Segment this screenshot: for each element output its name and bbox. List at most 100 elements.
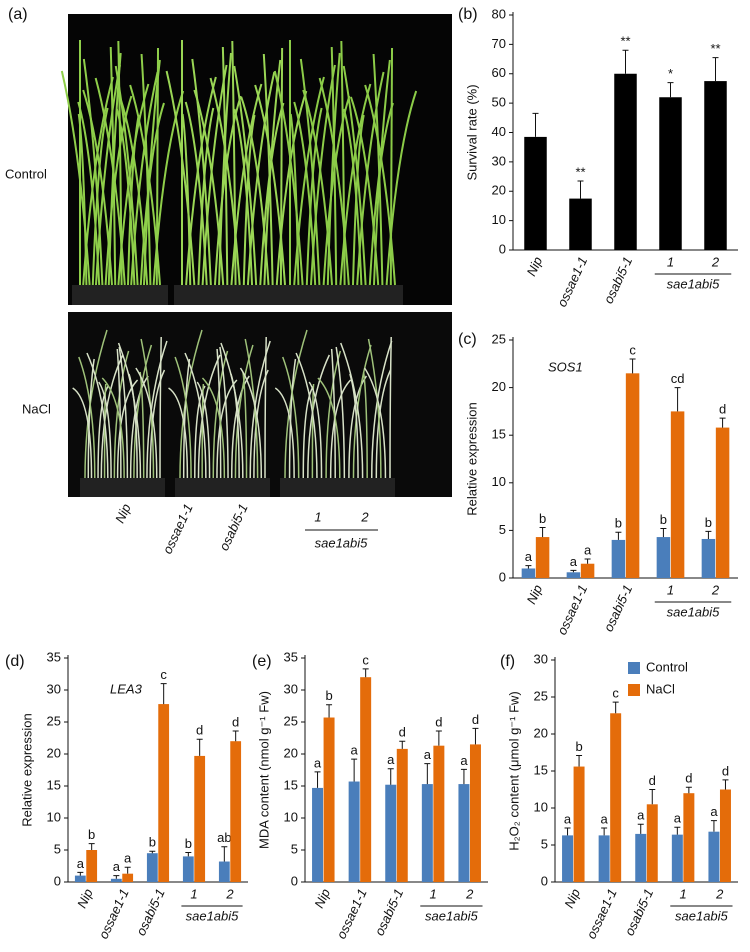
leaf: [184, 352, 207, 479]
leaf: [363, 367, 387, 479]
significance-label: a: [387, 752, 395, 767]
significance-label: b: [88, 827, 95, 842]
y-tick-label: 5: [291, 841, 298, 856]
leaf: [181, 113, 192, 286]
leaf: [279, 47, 284, 286]
leaf: [318, 77, 350, 286]
leaf: [367, 338, 382, 479]
leaf: [216, 348, 222, 479]
leaf: [254, 84, 286, 286]
leaf: [219, 346, 229, 479]
y-tick-label: 10: [492, 212, 506, 227]
leaf: [77, 113, 88, 286]
leaf: [233, 65, 258, 286]
leaf: [284, 329, 308, 479]
bar: [122, 873, 134, 882]
legend-swatch: [628, 684, 640, 696]
group-label: sae1abi5: [667, 604, 721, 619]
error-bar: [185, 852, 192, 857]
y-tick-label: 0: [541, 873, 548, 888]
error-bar: [584, 558, 591, 564]
bar: [701, 538, 716, 578]
y-tick-label: 25: [492, 331, 506, 346]
y-tick-label: 10: [534, 799, 548, 814]
bar: [656, 537, 671, 578]
error-bar: [124, 866, 131, 874]
leaf: [201, 377, 226, 479]
y-tick-label: 0: [499, 241, 506, 256]
bar: [194, 755, 206, 882]
leaf: [78, 356, 96, 479]
panel-label: (e): [252, 653, 272, 670]
leaf: [209, 77, 241, 286]
group-label: sae1abi5: [186, 908, 240, 923]
significance-label: **: [710, 41, 720, 56]
leaf: [335, 346, 346, 479]
leaf: [103, 383, 107, 479]
x-tick-label: osabi5-1: [601, 254, 636, 306]
leaf: [115, 108, 136, 286]
leaf: [288, 358, 297, 479]
error-bar: [685, 786, 692, 794]
bar: [146, 853, 158, 882]
significance-label: *: [668, 66, 673, 81]
significance-label: d: [232, 714, 239, 729]
significance-label: b: [615, 516, 622, 531]
error-bar: [601, 827, 608, 836]
bar: [158, 704, 170, 882]
leaf: [114, 65, 139, 286]
leaf: [182, 358, 191, 479]
significance-label: a: [314, 755, 322, 770]
leaf: [82, 89, 113, 286]
x-tick-label: Nip: [311, 886, 333, 910]
y-tick-label: 10: [492, 474, 506, 489]
bar: [385, 784, 397, 882]
x-tick-label: 2: [711, 582, 720, 597]
y-axis-title: Relative expression: [464, 402, 479, 515]
leaf: [389, 47, 394, 286]
leaf: [370, 340, 393, 479]
pot: [72, 285, 168, 305]
x-tick-label: osabi5-1: [216, 501, 251, 553]
error-bar: [637, 823, 644, 834]
group-label: sae1abi5: [425, 908, 479, 923]
leaf: [340, 342, 364, 479]
error-bar: [577, 180, 584, 199]
pot: [282, 285, 403, 305]
bar: [614, 73, 637, 250]
leaf: [364, 84, 396, 286]
bar: [573, 766, 585, 882]
x-tick-label: 2: [225, 886, 234, 901]
y-tick-label: 15: [492, 427, 506, 442]
panel-label: (f): [500, 653, 515, 670]
y-tick-label: 60: [492, 65, 506, 80]
y-tick-label: 20: [534, 725, 548, 740]
error-bar: [460, 768, 467, 785]
significance-label: a: [525, 549, 533, 564]
leaf: [293, 101, 317, 286]
y-axis-title: Survival rate (%): [464, 84, 479, 180]
y-tick-label: 10: [47, 809, 61, 824]
significance-label: ab: [217, 830, 231, 845]
leaf: [299, 58, 321, 286]
leaf: [174, 356, 192, 479]
significance-label: d: [649, 773, 656, 788]
bar: [562, 835, 574, 882]
leaf: [97, 385, 109, 479]
bar: [323, 717, 335, 882]
y-tick-label: 30: [534, 651, 548, 666]
leaf: [72, 387, 93, 479]
leaf: [362, 371, 368, 479]
row-label: NaCl: [22, 401, 51, 416]
group-label: sae1abi5: [667, 276, 721, 291]
leaf: [342, 108, 363, 286]
bar: [580, 563, 595, 578]
error-bar: [660, 527, 667, 538]
leaf: [220, 342, 244, 479]
leaf: [233, 108, 254, 286]
bar: [659, 97, 682, 250]
leaf: [348, 375, 368, 479]
error-bar: [712, 57, 719, 82]
x-tick-label: Nip: [523, 254, 545, 278]
error-bar: [576, 754, 583, 767]
